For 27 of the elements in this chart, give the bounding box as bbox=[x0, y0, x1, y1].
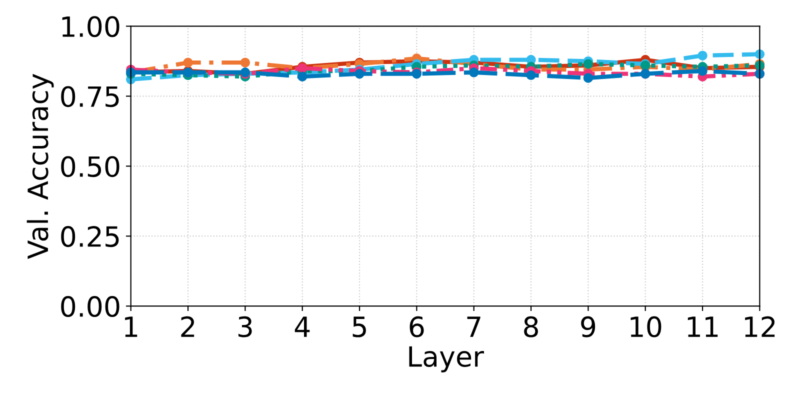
y-tick-label: 0.75 bbox=[61, 86, 119, 108]
x-tick-label: 8 bbox=[524, 316, 538, 338]
x-tick-label: 4 bbox=[294, 316, 310, 337]
point bbox=[297, 72, 308, 82]
x-tick-label: 6 bbox=[410, 316, 424, 338]
x-axis-title: Layer bbox=[409, 346, 484, 372]
x-tick-label: 12 bbox=[745, 316, 775, 337]
point bbox=[526, 70, 536, 80]
x-tick-label: 9 bbox=[581, 316, 596, 338]
point bbox=[354, 68, 364, 79]
point bbox=[468, 68, 479, 78]
y-tick-label: 1.00 bbox=[62, 16, 120, 38]
point bbox=[583, 73, 594, 83]
x-tick-label: 5 bbox=[352, 316, 366, 338]
x-tick-label: 2 bbox=[181, 316, 194, 337]
x-tick-label: 1 bbox=[125, 316, 138, 337]
y-tick-label: 0.25 bbox=[61, 226, 119, 248]
y-tick-label: 0.00 bbox=[61, 296, 120, 318]
point bbox=[240, 58, 250, 68]
x-tick-label: 11 bbox=[688, 316, 718, 337]
point bbox=[183, 58, 193, 68]
y-axis-title: Val. Accuracy bbox=[26, 74, 54, 259]
point bbox=[698, 50, 708, 60]
x-tick-label: 3 bbox=[238, 316, 252, 338]
x-tick-label: 7 bbox=[467, 316, 480, 337]
y-tick-label: 0.50 bbox=[61, 156, 120, 178]
x-tick-label: 10 bbox=[630, 316, 662, 338]
